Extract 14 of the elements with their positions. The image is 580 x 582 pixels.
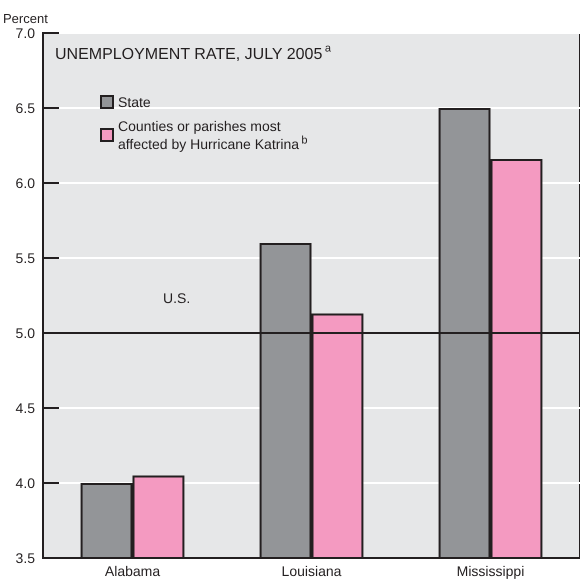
y-tick-label: 3.5	[16, 550, 36, 566]
y-tick-label: 6.5	[16, 100, 36, 116]
y-tick-label: 5.0	[16, 325, 36, 341]
y-tick-label: 6.0	[16, 175, 36, 191]
y-axis-title: Percent	[3, 11, 48, 26]
y-tick-label: 5.5	[16, 250, 36, 266]
y-tick-label: 4.5	[16, 400, 36, 416]
x-tick-label: Mississippi	[456, 563, 524, 579]
x-tick-label: Alabama	[104, 563, 160, 579]
x-tick-label: Louisiana	[282, 563, 342, 579]
legend-label: State	[118, 94, 151, 110]
y-tick-label: 7.0	[16, 25, 36, 41]
ref-line-label: U.S.	[163, 290, 190, 306]
y-tick-label: 4.0	[16, 475, 36, 491]
